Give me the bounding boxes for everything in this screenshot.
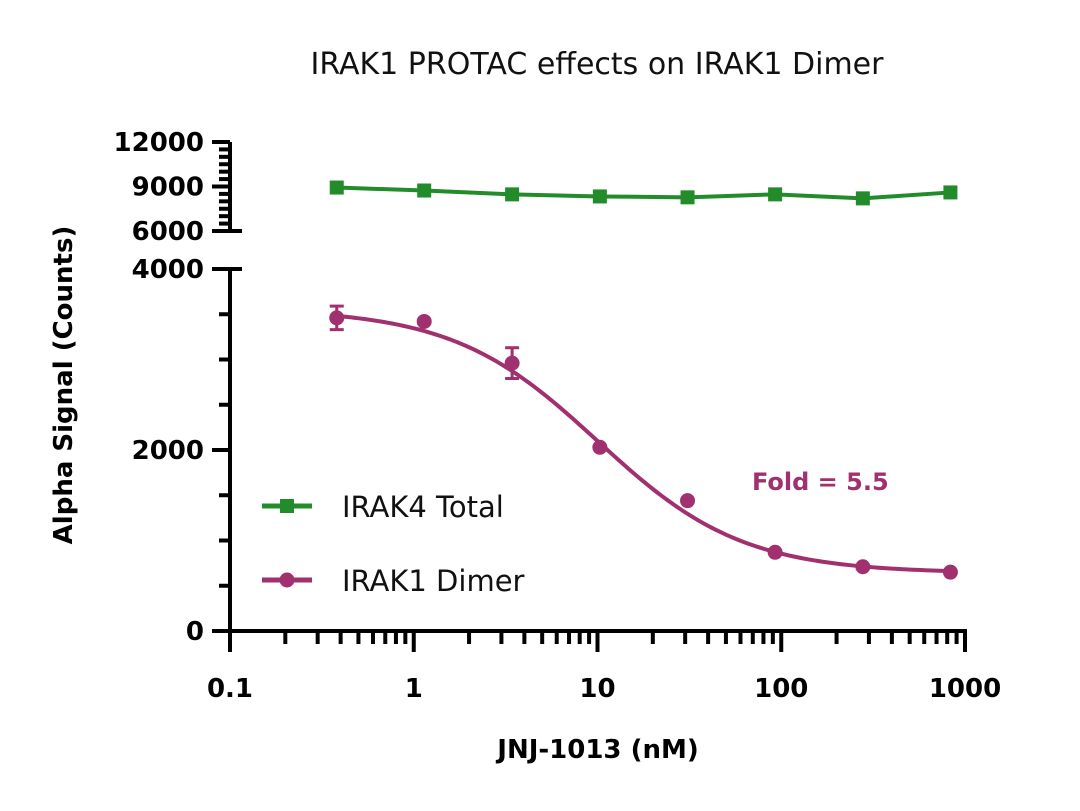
legend-circle-marker xyxy=(279,572,295,588)
legend-label: IRAK1 Dimer xyxy=(342,564,525,598)
irak4-point xyxy=(943,185,958,200)
irak1-point xyxy=(767,544,783,560)
legend-square-marker xyxy=(280,499,294,513)
y-tick-label: 12000 xyxy=(114,128,204,158)
irak1-point xyxy=(592,439,608,455)
x-axis-label: JNJ-1013 (nM) xyxy=(495,735,698,765)
legend: IRAK4 Total IRAK1 Dimer xyxy=(262,490,525,598)
irak4-point xyxy=(680,190,695,205)
irak1-point xyxy=(942,564,958,580)
irak4-line xyxy=(336,185,951,201)
chart-title: IRAK1 PROTAC effects on IRAK1 Dimer xyxy=(311,47,885,82)
data-marks xyxy=(329,180,958,580)
irak1-point xyxy=(329,310,345,326)
irak4-point xyxy=(329,180,344,195)
x-tick-label: 10 xyxy=(579,674,615,704)
axes: 0 2000 4000 6000 9000 12000 0.1 1 10 100 1000 xyxy=(114,128,1002,704)
x-tick-label: 0.1 xyxy=(207,674,253,704)
irak1-point xyxy=(855,559,871,575)
irak1-point xyxy=(680,493,696,509)
y-tick-label: 9000 xyxy=(132,173,204,203)
irak4-point xyxy=(768,187,783,202)
irak4-point xyxy=(417,183,432,198)
irak4-point xyxy=(592,189,607,204)
x-tick-label: 100 xyxy=(754,674,808,704)
y-tick-label: 6000 xyxy=(132,217,204,247)
y-tick-label: 4000 xyxy=(132,255,204,285)
x-tick-label: 1 xyxy=(405,674,423,704)
x-tick-label: 1000 xyxy=(929,674,1001,704)
legend-label: IRAK4 Total xyxy=(342,490,504,524)
fold-annotation: Fold = 5.5 xyxy=(752,468,889,496)
irak4-point xyxy=(505,187,520,202)
irak1-point xyxy=(504,355,520,371)
y-tick-label: 0 xyxy=(186,617,204,647)
y-axis-label: Alpha Signal (Counts) xyxy=(49,226,79,545)
irak1-fit-curve xyxy=(336,313,947,573)
irak1-point xyxy=(416,313,432,329)
y-tick-label: 2000 xyxy=(132,436,204,466)
irak4-point xyxy=(855,191,870,206)
